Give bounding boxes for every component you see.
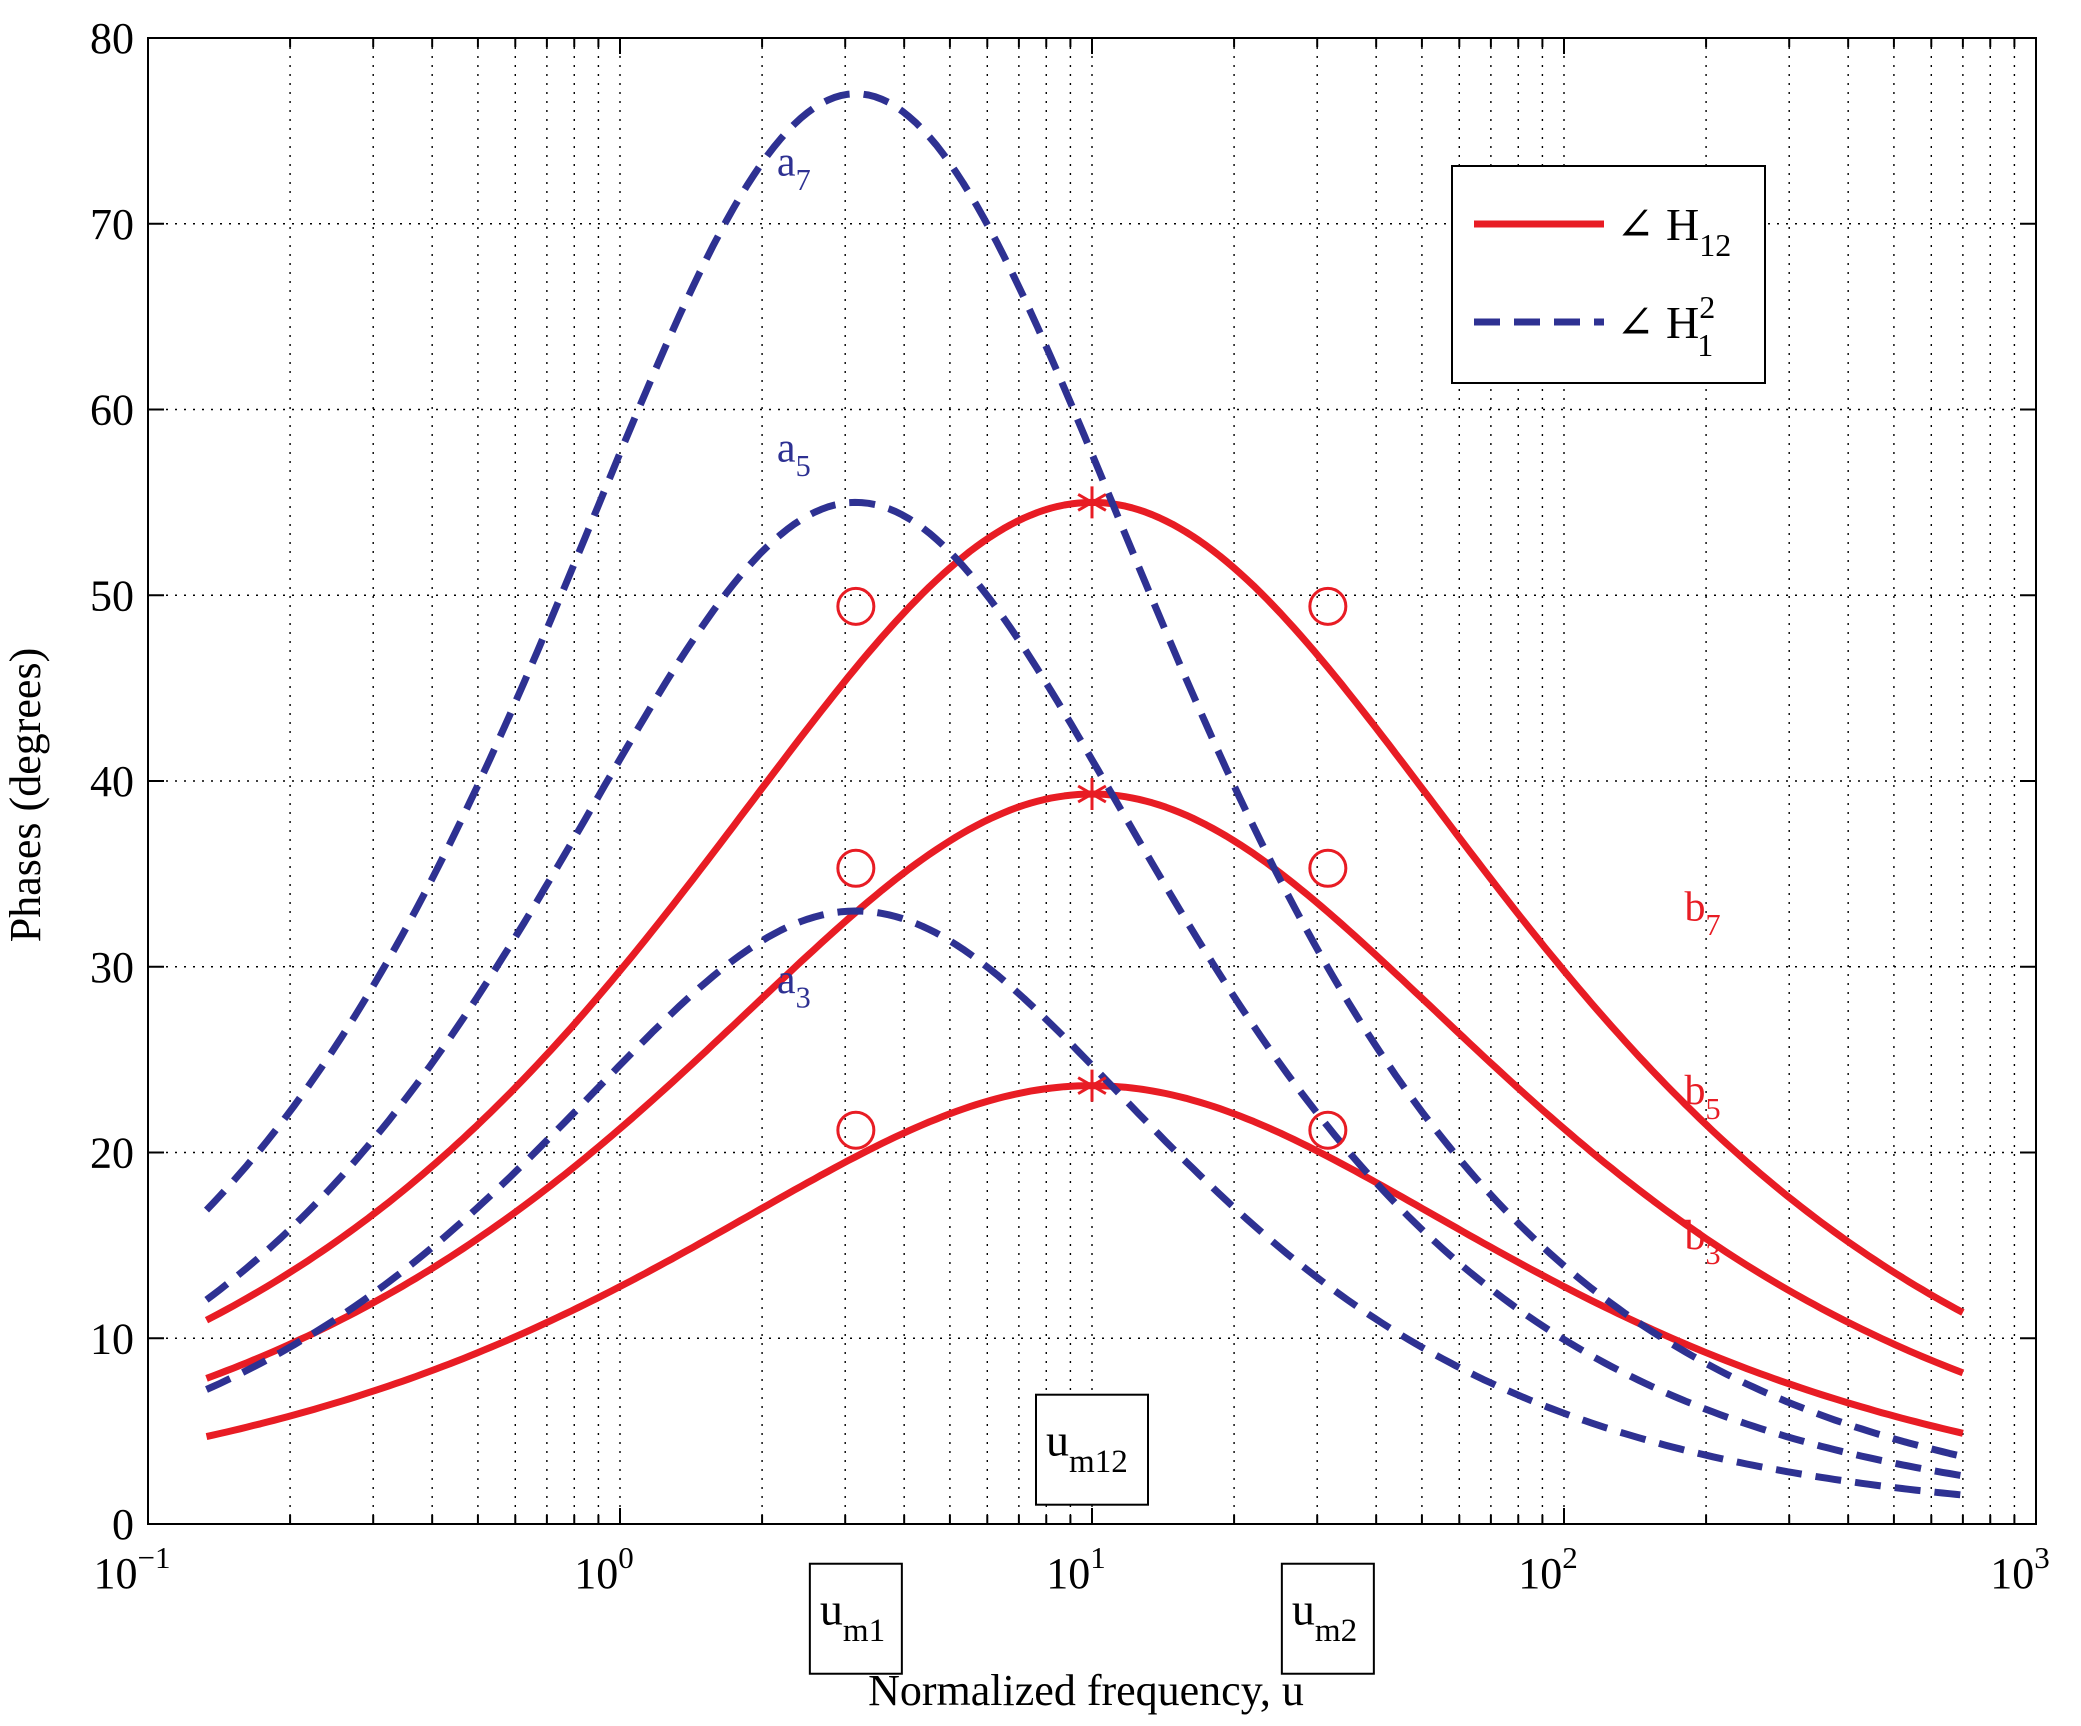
y-tick-label: 60 <box>90 386 134 435</box>
legend-box <box>1451 165 1766 384</box>
star-stroke <box>1077 784 1107 804</box>
legend-label-0: ∠ H12 <box>1616 199 1731 263</box>
curve-b5 <box>205 790 1965 1382</box>
curve-a7 <box>203 90 1964 1460</box>
circle-marker <box>1308 848 1348 888</box>
annotation-m2: um2 <box>1280 1562 1375 1675</box>
curve-a3 <box>205 907 1964 1499</box>
annotation-box <box>808 1562 903 1675</box>
y-tick-label: 30 <box>90 943 134 992</box>
legend: ∠ H12 ∠ H2 1 <box>1451 165 1766 384</box>
annotation-text: um1 <box>820 1584 885 1649</box>
annotations-group: um12 um1 um2 <box>808 1393 1375 1675</box>
curve-label-b3: b3 <box>1684 1213 1720 1271</box>
circle-marker <box>1308 1110 1348 1150</box>
x-tick-label: 101 <box>1046 1540 1106 1598</box>
y-tick-label: 40 <box>90 757 134 806</box>
y-tick-label: 80 <box>90 14 134 63</box>
curve-a5 <box>204 498 1964 1480</box>
curve-b7 <box>204 498 1965 1324</box>
x-tick-label: 103 <box>1990 1540 2050 1598</box>
curve-label-a7: a7 <box>777 139 811 197</box>
star-stroke <box>1077 1076 1107 1095</box>
circle-marker <box>1308 586 1348 626</box>
y-axis-label: Phases (degrees) <box>1 648 50 942</box>
star-stroke <box>1077 493 1107 512</box>
annotation-text: um12 <box>1046 1415 1128 1480</box>
annotation-box <box>1280 1562 1375 1675</box>
annotation-m1: um1 <box>808 1562 903 1675</box>
annotation-m12: um12 <box>1035 1393 1149 1506</box>
circle-marker <box>836 848 876 888</box>
curve-label-a5: a5 <box>777 426 811 484</box>
y-tick-label: 50 <box>90 571 134 620</box>
markers-group <box>836 486 1348 1150</box>
y-tick-label: 70 <box>90 200 134 249</box>
curve-labels: b3 b5 b7 a3 a5 a7 <box>777 139 1721 1270</box>
curve-label-a3: a3 <box>777 957 811 1015</box>
legend-label-1: ∠ H2 1 <box>1616 289 1715 363</box>
annotation-text: um2 <box>1292 1584 1357 1649</box>
curve-b3 <box>205 1082 1964 1441</box>
star-marker <box>1077 486 1107 519</box>
y-tick-label: 20 <box>90 1129 134 1178</box>
y-tick-label: 0 <box>112 1500 134 1549</box>
curve-label-b7: b7 <box>1684 884 1720 942</box>
x-axis-label: Normalized frequency, u <box>868 1666 1304 1715</box>
tick-labels: 0 10 20 30 40 50 60 70 80 10−1 100 101 102 103 <box>90 14 2050 1598</box>
annotation-box <box>1035 1393 1149 1506</box>
tick-marks <box>147 37 2036 1525</box>
star-marker <box>1077 1069 1107 1102</box>
circle-marker <box>836 1110 876 1150</box>
x-tick-label: 102 <box>1518 1540 1578 1598</box>
star-marker <box>1077 778 1107 811</box>
circle-marker <box>836 586 876 626</box>
curve-label-b5: b5 <box>1684 1068 1720 1126</box>
x-tick-label: 10−1 <box>94 1540 171 1598</box>
series-group <box>203 90 1965 1499</box>
y-tick-label: 10 <box>90 1314 134 1363</box>
x-tick-label: 100 <box>574 1540 634 1598</box>
